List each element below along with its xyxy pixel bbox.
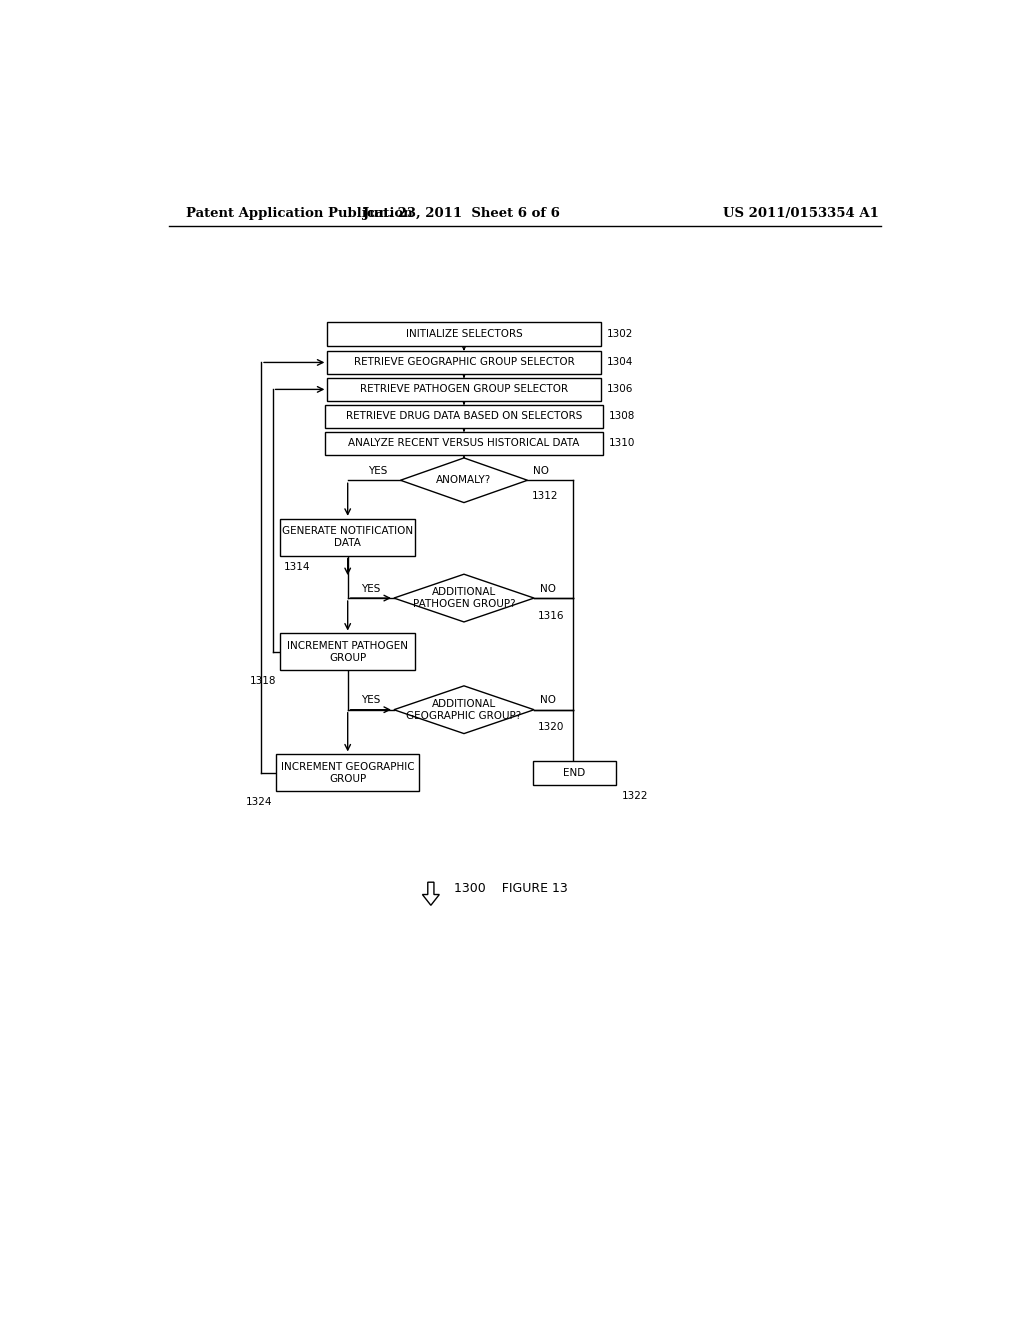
Text: 1314: 1314	[285, 561, 310, 572]
Bar	[532, 760, 615, 785]
Text: 1324: 1324	[246, 797, 272, 807]
Text: NO: NO	[534, 466, 549, 477]
Text: 1308: 1308	[608, 412, 635, 421]
Text: NO: NO	[540, 583, 556, 594]
Text: US 2011/0153354 A1: US 2011/0153354 A1	[723, 207, 879, 220]
Text: NO: NO	[540, 696, 556, 705]
Polygon shape	[394, 686, 535, 734]
Text: YES: YES	[361, 583, 381, 594]
Text: GENERATE NOTIFICATION
DATA: GENERATE NOTIFICATION DATA	[283, 527, 414, 548]
Text: RETRIEVE DRUG DATA BASED ON SELECTORS: RETRIEVE DRUG DATA BASED ON SELECTORS	[346, 412, 583, 421]
Text: YES: YES	[361, 696, 381, 705]
Text: RETRIEVE PATHOGEN GROUP SELECTOR: RETRIEVE PATHOGEN GROUP SELECTOR	[359, 384, 568, 395]
Text: 1316: 1316	[538, 611, 564, 620]
Text: 1310: 1310	[608, 438, 635, 449]
Bar	[326, 432, 602, 455]
Bar	[326, 405, 602, 428]
Text: 1302: 1302	[607, 329, 633, 339]
Text: Jun. 23, 2011  Sheet 6 of 6: Jun. 23, 2011 Sheet 6 of 6	[364, 207, 560, 220]
Text: Patent Application Publication: Patent Application Publication	[186, 207, 413, 220]
Text: INITIALIZE SELECTORS: INITIALIZE SELECTORS	[406, 329, 522, 339]
Text: 1312: 1312	[531, 491, 558, 502]
Polygon shape	[422, 882, 439, 906]
Text: ANALYZE RECENT VERSUS HISTORICAL DATA: ANALYZE RECENT VERSUS HISTORICAL DATA	[348, 438, 580, 449]
Text: YES: YES	[368, 466, 387, 477]
Text: 1318: 1318	[250, 676, 276, 686]
Text: ADDITIONAL
GEOGRAPHIC GROUP?: ADDITIONAL GEOGRAPHIC GROUP?	[407, 698, 521, 721]
Bar	[281, 519, 415, 556]
Bar	[281, 634, 415, 671]
Text: ANOMALY?: ANOMALY?	[436, 475, 492, 486]
Text: 1300    FIGURE 13: 1300 FIGURE 13	[454, 882, 567, 895]
Bar	[328, 378, 601, 401]
Text: END: END	[563, 768, 585, 777]
Text: 1320: 1320	[538, 722, 564, 733]
Polygon shape	[400, 458, 527, 503]
Bar	[328, 322, 601, 346]
Text: ADDITIONAL
PATHOGEN GROUP?: ADDITIONAL PATHOGEN GROUP?	[413, 587, 515, 609]
Text: 1306: 1306	[607, 384, 633, 395]
Bar	[328, 351, 601, 374]
Text: 1322: 1322	[622, 791, 648, 801]
Text: INCREMENT GEOGRAPHIC
GROUP: INCREMENT GEOGRAPHIC GROUP	[281, 762, 415, 784]
Polygon shape	[394, 574, 535, 622]
Text: RETRIEVE GEOGRAPHIC GROUP SELECTOR: RETRIEVE GEOGRAPHIC GROUP SELECTOR	[353, 358, 574, 367]
Bar	[276, 755, 419, 792]
Text: INCREMENT PATHOGEN
GROUP: INCREMENT PATHOGEN GROUP	[287, 642, 409, 663]
Text: 1304: 1304	[607, 358, 633, 367]
